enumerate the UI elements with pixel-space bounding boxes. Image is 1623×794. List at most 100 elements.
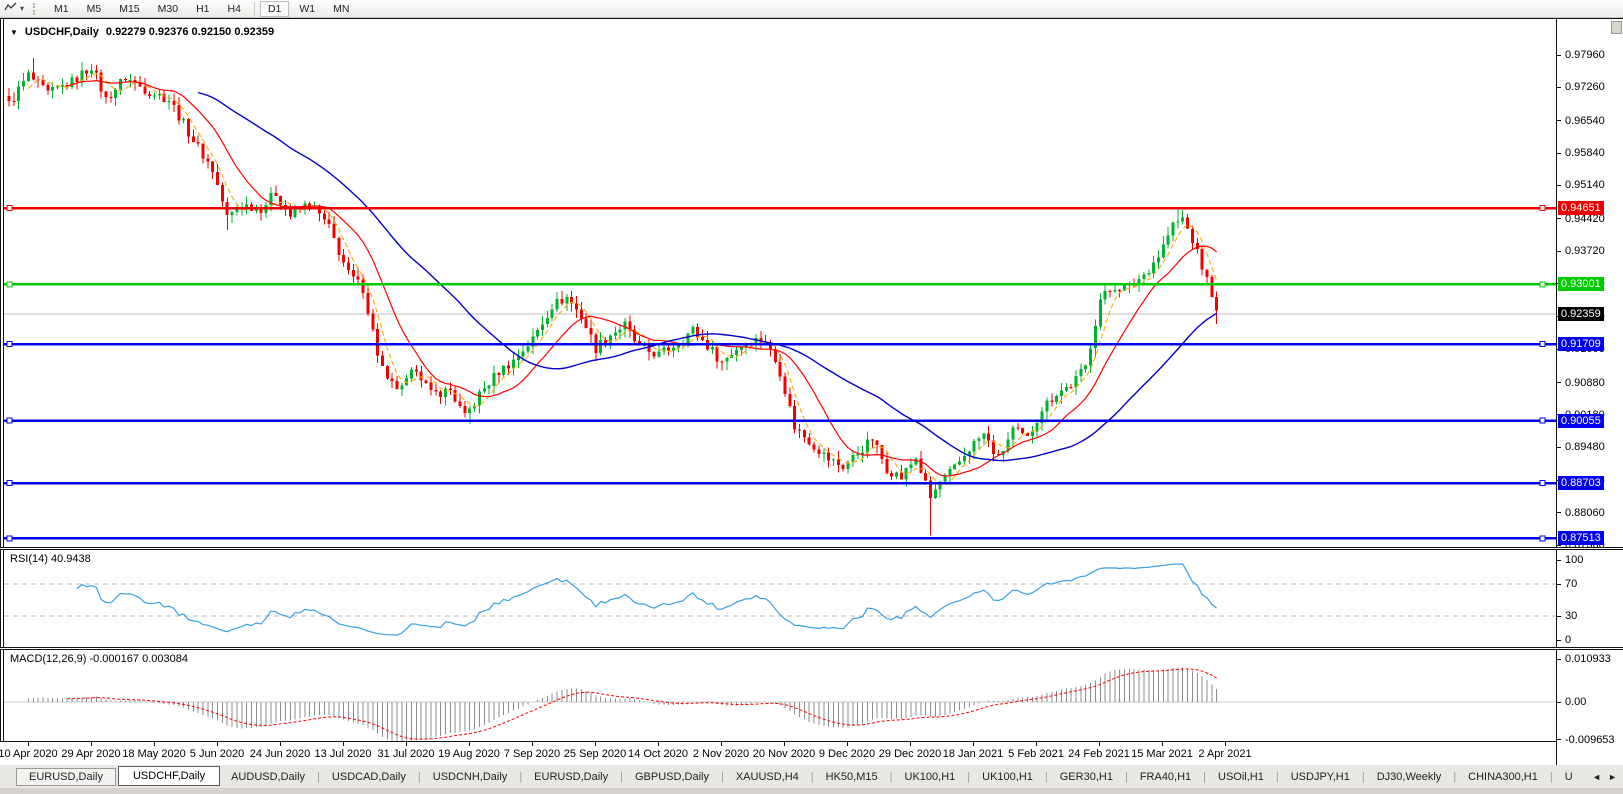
axis-tick: 0.94420 bbox=[1557, 213, 1605, 225]
axis-tick: 0.00 bbox=[1557, 696, 1586, 708]
pane-divider[interactable] bbox=[0, 647, 1623, 650]
date-label: 24 Feb 2021 bbox=[1068, 748, 1130, 760]
date-label: 18 Jan 2021 bbox=[942, 748, 1004, 760]
date-tick bbox=[1225, 742, 1226, 746]
timeframe-button-mn[interactable]: MN bbox=[333, 2, 350, 15]
timeframe-button-h4[interactable]: H4 bbox=[227, 2, 241, 15]
date-label: 18 May 2020 bbox=[122, 748, 186, 760]
chart-tab-eurusd-daily[interactable]: EURUSD,Daily bbox=[16, 767, 116, 786]
chart-tab-usdchf-daily[interactable]: USDCHF,Daily bbox=[117, 765, 221, 786]
chevron-down-icon[interactable]: ▾ bbox=[20, 4, 25, 13]
timeframe-button-w1[interactable]: W1 bbox=[299, 2, 316, 15]
date-tick bbox=[91, 742, 92, 746]
axis-tick: 0 bbox=[1557, 634, 1571, 646]
collapse-triangle-icon[interactable]: ▼ bbox=[10, 27, 18, 37]
date-label: 20 Nov 2020 bbox=[752, 748, 816, 760]
chart-tab-china300-h1[interactable]: CHINA300,H1 bbox=[1468, 770, 1538, 783]
tabs-scroll-right-icon[interactable]: ► bbox=[1608, 771, 1617, 782]
date-tick bbox=[847, 742, 848, 746]
date-label: 5 Feb 2021 bbox=[1008, 748, 1064, 760]
chart-tab-uk100-h1[interactable]: UK100,H1 bbox=[982, 770, 1033, 783]
tab-separator: | bbox=[1549, 770, 1553, 783]
level-price-label: 0.90055 bbox=[1558, 413, 1604, 428]
timeframe-button-m15[interactable]: M15 bbox=[119, 2, 140, 15]
rsi-pane[interactable]: RSI(14) 40.9438 bbox=[4, 550, 1556, 647]
date-tick bbox=[343, 742, 344, 746]
date-label: 5 Jun 2020 bbox=[189, 748, 245, 760]
chart-window: ▼ USDCHF,Daily 0.92279 0.92376 0.92150 0… bbox=[0, 18, 1623, 765]
pane-divider[interactable] bbox=[0, 547, 1623, 550]
tab-separator: | bbox=[1124, 770, 1128, 783]
timeframe-button-m5[interactable]: M5 bbox=[86, 2, 102, 15]
chart-tab-uk100-h1[interactable]: UK100,H1 bbox=[904, 770, 956, 783]
chart-tab-usdcnh-daily[interactable]: USDCNH,Daily bbox=[432, 770, 508, 783]
date-label: 25 Sep 2020 bbox=[563, 748, 627, 760]
chart-tab-dj30-weekly[interactable]: DJ30,Weekly bbox=[1376, 770, 1442, 783]
status-strip bbox=[0, 788, 1623, 794]
tab-separator: | bbox=[967, 770, 971, 783]
chart-tab-usoil-h1[interactable]: USOil,H1 bbox=[1218, 770, 1264, 783]
date-tick bbox=[217, 742, 218, 746]
chart-mode-button[interactable]: ▾ bbox=[0, 1, 27, 17]
axis-tick: 30 bbox=[1557, 610, 1577, 622]
price-axis[interactable]: 0.97960 0.97260 0.96540 0.95840 0.95140 0.944… bbox=[1556, 19, 1623, 765]
tab-separator: | bbox=[1203, 770, 1207, 783]
toolbar-drag-handle[interactable] bbox=[33, 2, 37, 15]
date-tick bbox=[910, 742, 911, 746]
date-tick bbox=[406, 742, 407, 746]
chart-tab-fra40-h1[interactable]: FRA40,H1 bbox=[1139, 770, 1192, 783]
date-label: 14 Oct 2020 bbox=[628, 748, 688, 760]
date-label: 29 Apr 2020 bbox=[61, 748, 121, 760]
timeframe-button-m1[interactable]: M1 bbox=[54, 2, 69, 15]
date-tick bbox=[1099, 742, 1100, 746]
axis-tick: 0.96540 bbox=[1557, 115, 1605, 127]
macd-label: MACD(12,26,9) -0.000167 0.003084 bbox=[10, 653, 188, 665]
date-label: 2 Nov 2020 bbox=[692, 748, 750, 760]
tab-separator: | bbox=[1361, 770, 1365, 783]
chart-tab-gbpusd-daily[interactable]: GBPUSD,Daily bbox=[635, 770, 709, 783]
line-chart-icon bbox=[4, 0, 18, 18]
tab-separator: | bbox=[1453, 770, 1457, 783]
tab-separator: | bbox=[889, 770, 893, 783]
level-price-label: 0.91709 bbox=[1558, 337, 1604, 352]
axis-tick: -0.009653 bbox=[1557, 734, 1615, 746]
chart-tab-xauusd-h4[interactable]: XAUUSD,H4 bbox=[735, 770, 799, 783]
tab-separator: | bbox=[720, 770, 724, 783]
chart-tab-eurusd-daily[interactable]: EURUSD,Daily bbox=[534, 770, 609, 783]
ohlc-values: 0.92279 0.92376 0.92150 0.92359 bbox=[105, 26, 275, 38]
tab-separator: | bbox=[620, 770, 623, 783]
chart-title: ▼ USDCHF,Daily 0.92279 0.92376 0.92150 0… bbox=[10, 26, 274, 38]
level-price-label: 0.87513 bbox=[1558, 531, 1604, 546]
axis-tick: 0.95840 bbox=[1557, 147, 1605, 159]
tab-scroll-arrows: ◄ ► bbox=[1592, 772, 1623, 782]
timeframe-button-m30[interactable]: M30 bbox=[157, 2, 179, 15]
chart-tab-usdjpy-h1[interactable]: USDJPY,H1 bbox=[1290, 770, 1350, 783]
axis-tick: 0.95140 bbox=[1557, 179, 1605, 191]
chart-tabs: EURUSD,Daily USDCHF,Daily AUDUSD,Daily | USD… bbox=[16, 765, 1584, 787]
chart-tab-audusd-daily[interactable]: AUDUSD,Daily bbox=[231, 770, 306, 783]
level-price-label: 0.88703 bbox=[1558, 476, 1604, 491]
tab-separator: | bbox=[317, 770, 320, 783]
toolbar-separator bbox=[253, 1, 255, 16]
chart-tab-usdcad-daily[interactable]: USDCAD,Daily bbox=[331, 770, 406, 783]
price-chart-pane[interactable]: ▼ USDCHF,Daily 0.92279 0.92376 0.92150 0… bbox=[4, 21, 1556, 547]
timeframe-button-d1[interactable]: D1 bbox=[259, 0, 290, 17]
date-tick bbox=[280, 742, 281, 746]
date-axis[interactable]: 10 Apr 2020 29 Apr 2020 18 May 2020 5 Jun 2… bbox=[0, 741, 1556, 765]
chart-tab-hk50-m15[interactable]: HK50,M15 bbox=[825, 770, 878, 783]
level-price-label: 0.93001 bbox=[1558, 277, 1604, 292]
timeframe-button-h1[interactable]: H1 bbox=[196, 2, 210, 15]
tabs-scroll-left-icon[interactable]: ◄ bbox=[1592, 771, 1602, 782]
macd-pane[interactable]: MACD(12,26,9) -0.000167 0.003084 bbox=[4, 650, 1556, 741]
axis-tick: 0.90880 bbox=[1557, 377, 1605, 389]
axis-tick: 70 bbox=[1557, 578, 1577, 590]
chart-tab-ger30-h1[interactable]: GER30,H1 bbox=[1059, 770, 1113, 783]
axis-tick: 0.93720 bbox=[1557, 245, 1605, 257]
tab-separator: | bbox=[1275, 770, 1279, 783]
chart-tab-u[interactable]: U bbox=[1564, 770, 1573, 783]
date-tick bbox=[595, 742, 596, 746]
date-tick bbox=[1036, 742, 1037, 746]
axis-scroll-button[interactable] bbox=[1611, 21, 1622, 34]
date-label: 24 Jun 2020 bbox=[249, 748, 311, 760]
